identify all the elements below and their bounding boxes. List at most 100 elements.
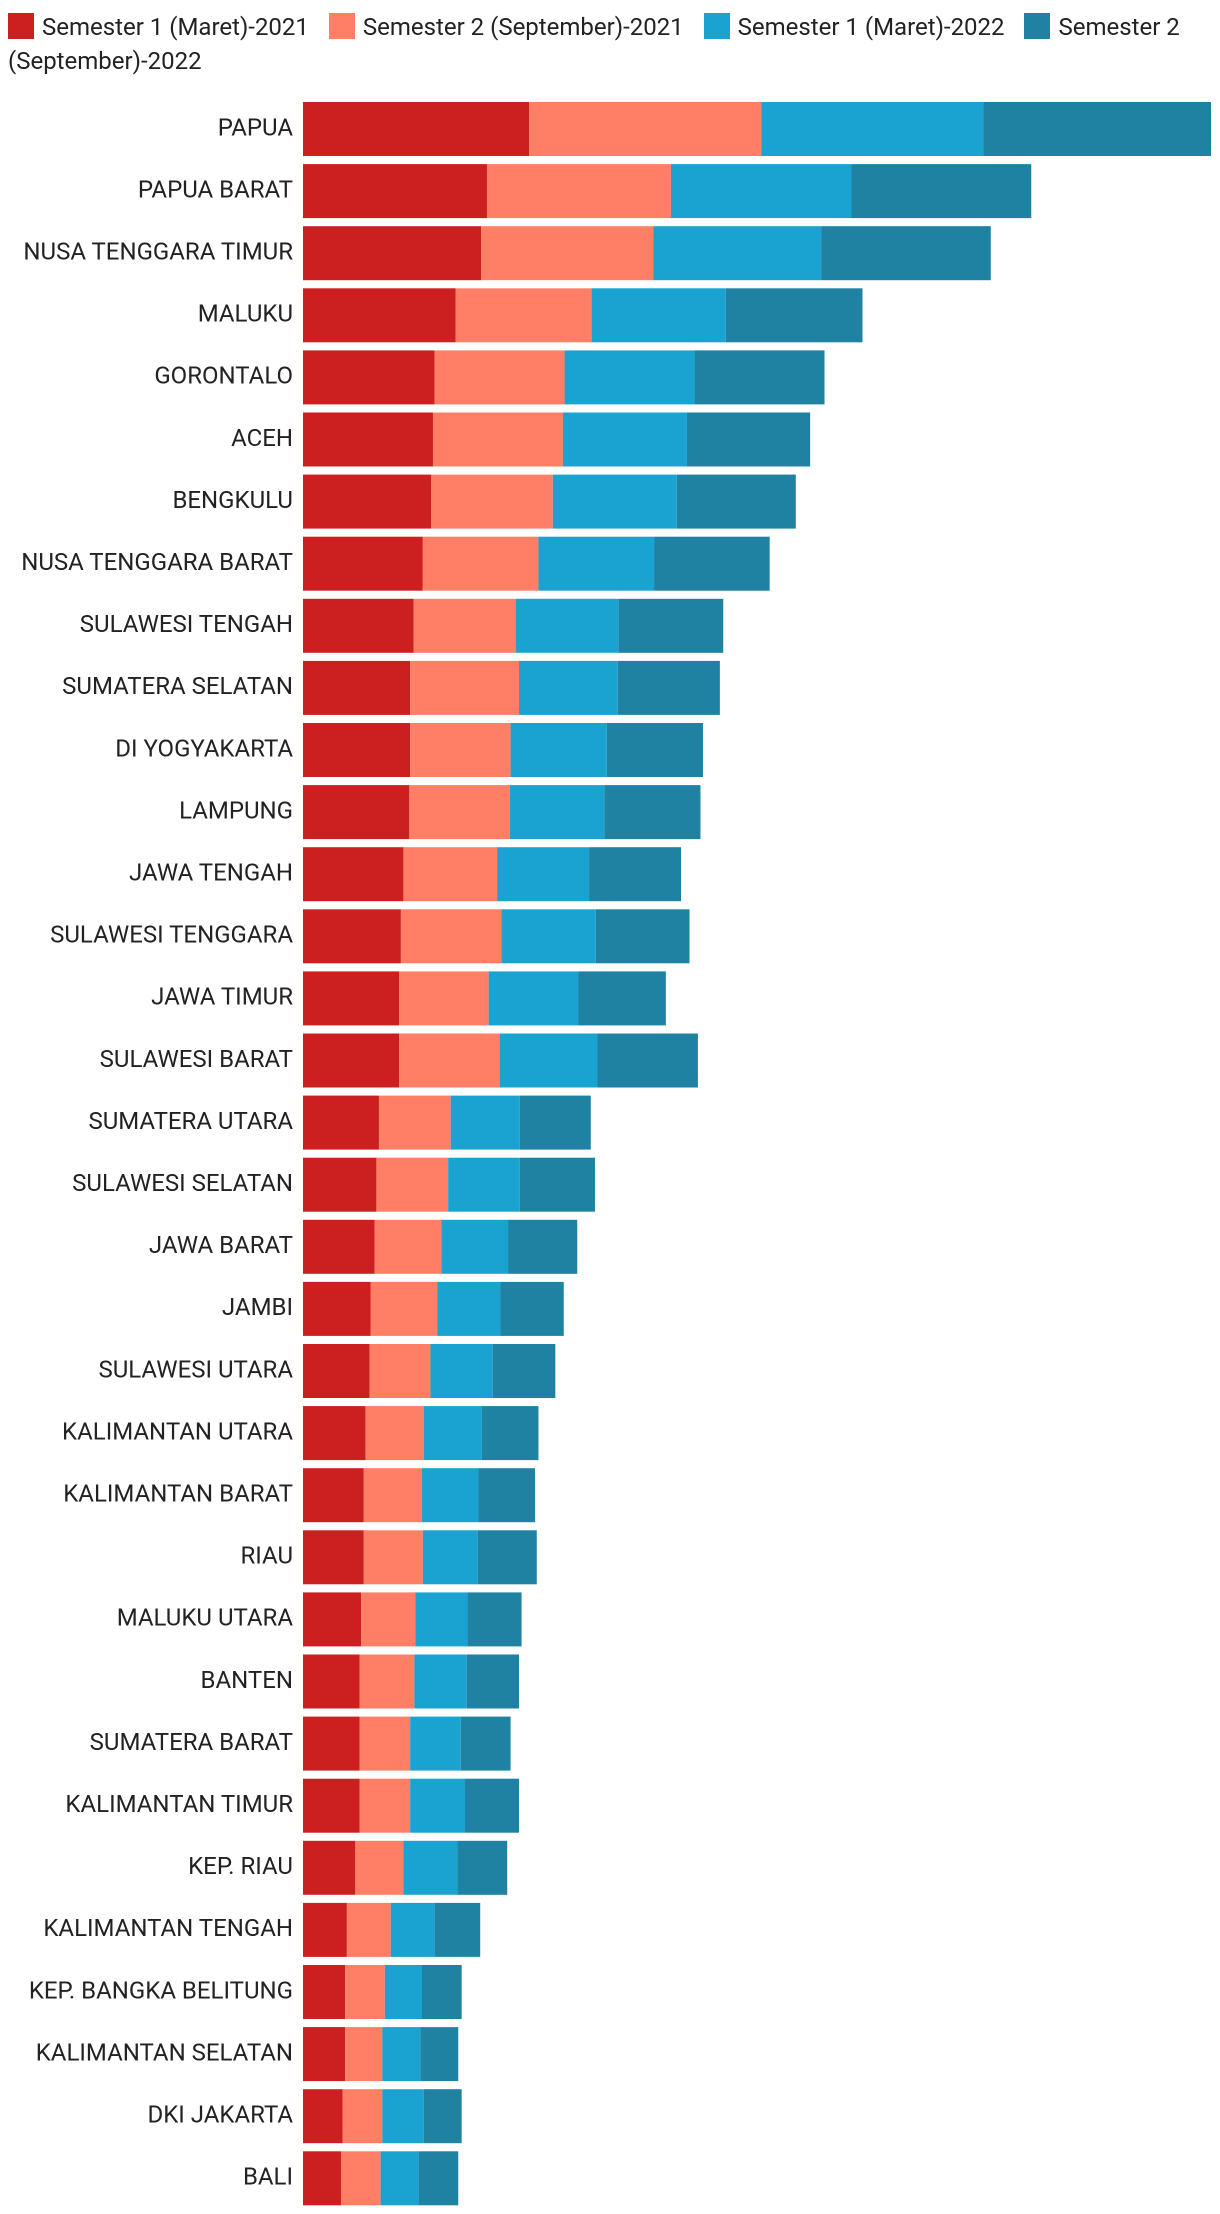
bar-segment [676, 474, 796, 529]
bar-segment [430, 1344, 493, 1398]
y-tick-label: SULAWESI TENGGARA [50, 921, 293, 949]
y-tick-label: KALIMANTAN SELATAN [36, 2038, 293, 2066]
bar-segment [457, 1840, 508, 1895]
y-tick-label: GORONTALO [154, 362, 293, 390]
bar-segment [515, 598, 619, 653]
bar-segment [431, 474, 553, 529]
bar-segment [595, 909, 690, 964]
bar-segment [478, 1468, 536, 1523]
bar-segment [434, 350, 565, 405]
y-tick-label: NUSA TENGGARA BARAT [21, 548, 293, 576]
bar-segment [477, 1530, 537, 1585]
bar-segment [421, 1965, 462, 2019]
bar-segment [414, 1654, 467, 1709]
bar-segment [617, 660, 720, 715]
y-tick-label: KEP. BANGKA BELITUNG [29, 1976, 293, 2004]
bar-segment [399, 971, 489, 1026]
bar-segment [653, 226, 822, 281]
bar-segment [492, 1344, 556, 1398]
bar-segment [303, 785, 410, 840]
bar-segment [303, 1468, 364, 1523]
bar-segment [303, 598, 414, 653]
bar-segment [465, 1778, 520, 1833]
bar-segment [499, 1033, 598, 1088]
y-tick-label: MALUKU UTARA [117, 1604, 294, 1632]
bar-segment [654, 536, 770, 591]
bar-segment [423, 2089, 462, 2144]
y-tick-label: JAWA TENGAH [129, 859, 293, 887]
bar-segment [552, 474, 677, 529]
bar-segment [410, 660, 520, 715]
bar-segment [345, 1965, 385, 2019]
bar-segment [303, 1592, 362, 1647]
legend-swatch [328, 13, 355, 39]
bar-segment [432, 412, 563, 467]
bar-segment [497, 847, 590, 902]
bar-segment [450, 1095, 520, 1150]
legend-swatch [1024, 13, 1051, 39]
legend-swatch [8, 13, 34, 39]
bar-segment [400, 909, 502, 964]
bar-segment [303, 1157, 377, 1212]
y-tick-label: SUMATERA BARAT [90, 1728, 293, 1756]
bar-segment [437, 1281, 501, 1336]
bar-segment [342, 2089, 383, 2144]
bar-segment [303, 1902, 347, 1957]
legend-label: Semester 1 (Maret)-2021 [42, 13, 309, 41]
bar-segment [488, 971, 579, 1026]
bar-segment [694, 350, 825, 405]
y-tick-label: SULAWESI UTARA [98, 1355, 293, 1383]
y-tick-label: LAMPUNG [179, 796, 293, 824]
legend-item: Semester 2 (September)-2021 [328, 13, 684, 41]
bar-segment [363, 1468, 422, 1523]
bar-segment [983, 102, 1211, 156]
legend-item: Semester 1 (Maret)-2022 [703, 13, 1005, 41]
y-tick-label: SUMATERA SELATAN [62, 672, 293, 700]
bar-segment [481, 1406, 539, 1461]
bar-segment [363, 1530, 423, 1585]
bar-segment [422, 536, 539, 591]
bar-segment [434, 1902, 481, 1957]
y-tick-label: KALIMANTAN TENGAH [43, 1914, 293, 1942]
y-tick-label: JAWA BARAT [149, 1231, 293, 1259]
bar-segment [303, 1716, 360, 1771]
bar-segment [562, 412, 687, 467]
bar-segment [346, 1902, 391, 1957]
bar-segment [376, 1157, 449, 1212]
y-tick-label: JAMBI [222, 1293, 293, 1321]
bar-segment [303, 1840, 356, 1895]
bar-segment [422, 1530, 478, 1585]
bar-segment [500, 1281, 564, 1336]
bar-segment [303, 288, 456, 343]
bar-segment [303, 1219, 375, 1274]
bar-segment [415, 1592, 468, 1647]
legend-item: Semester 1 (Maret)-2021 [8, 13, 309, 41]
bar-segment [369, 1344, 431, 1398]
y-tick-label: RIAU [240, 1542, 293, 1570]
bar-segment [303, 1281, 371, 1336]
bar-segment [410, 723, 511, 777]
bar-segment [303, 1530, 364, 1585]
bar-segment [303, 660, 411, 715]
y-tick-label: BALI [243, 2163, 293, 2191]
y-tick-label: KALIMANTAN UTARA [62, 1417, 293, 1445]
bar-segment [421, 1468, 479, 1523]
y-tick-label: PAPUA BARAT [138, 175, 293, 203]
legend-item: Semester 2 (September)-2022 [8, 13, 1180, 75]
bar-segment [380, 2151, 419, 2206]
bar-segment [529, 102, 762, 156]
bar-segment [303, 536, 423, 591]
bar-segment [345, 2027, 383, 2082]
bar-segment [821, 226, 991, 281]
bar-segment [761, 102, 984, 156]
y-tick-label: SULAWESI BARAT [100, 1045, 293, 1073]
bar-segment [409, 785, 510, 840]
bar-segment [725, 288, 863, 343]
y-tick-label: DKI JAKARTA [147, 2101, 293, 2129]
bar-segment [303, 1778, 360, 1833]
bar-segment [591, 288, 726, 343]
y-tick-label: BANTEN [201, 1666, 293, 1694]
bar-segment [597, 1033, 698, 1088]
bar-segment [303, 1344, 370, 1398]
